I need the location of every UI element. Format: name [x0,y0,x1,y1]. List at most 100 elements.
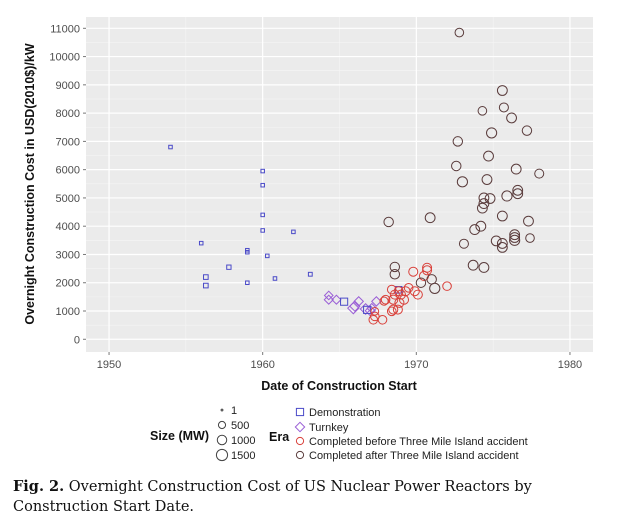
data-point-square [203,274,209,280]
data-point-circle [501,190,513,202]
legend-size-label: 1 [231,405,237,417]
data-point-circle [510,163,522,175]
x-tick-label: 1950 [97,359,121,371]
data-point-circle [451,160,462,172]
y-tick-label: 8000 [56,108,80,120]
data-point-circle [442,281,452,291]
y-tick-label: 1000 [56,306,80,318]
data-point-square [198,240,204,246]
data-point-square [245,280,250,285]
y-tick-label: 5000 [56,193,80,205]
x-tick-label: 1960 [250,359,274,371]
data-point-circle [534,168,545,179]
data-point-circle [394,297,405,308]
data-point-circle [429,282,441,294]
data-point-square [291,229,296,235]
data-point-circle [368,314,379,325]
data-point-circle [415,277,427,288]
legend-size-label: 1500 [231,450,255,462]
data-point-circle [422,265,433,276]
data-point-circle [475,220,487,232]
data-point-square [260,212,265,218]
legend-era-symbol-circle [295,436,305,446]
data-point-square [307,271,313,277]
data-point-circle [370,306,380,316]
data-point-circle [477,106,488,116]
data-point-diamond [323,290,334,301]
data-point-circle [377,314,388,325]
data-point-circle [392,304,403,315]
legend-size-label: 500 [231,420,249,432]
y-tick-label: 9000 [56,80,80,92]
legend-size-symbol [217,420,227,430]
data-point-circle [486,127,498,139]
data-point-circle [403,283,414,293]
data-point-circle [389,261,401,273]
scatter-chart: 1950 1960 1970 1980 0 1000 2000 3000 4000 5000 60… [23,17,593,462]
data-point-circle [481,174,493,185]
data-point-square [245,249,250,255]
y-tick-label: 10000 [49,52,80,64]
caption-label: Fig. 2. [13,478,65,495]
data-point-circle [467,259,479,271]
data-point-circle [409,286,420,297]
caption-text: Overnight Construction Cost of US Nuclea… [13,479,532,515]
data-point-square [203,282,209,289]
data-point-circle [388,304,399,315]
legend-size-symbol [220,408,224,412]
data-point-circle [386,284,397,295]
y-tick-label: 7000 [56,136,80,148]
data-point-circle [408,266,419,277]
data-point-circle [509,232,521,243]
data-point-circle [422,262,433,273]
y-tick-label: 6000 [56,165,80,177]
data-point-diamond [347,301,360,315]
data-point-circle [454,27,465,38]
data-point-circle [478,192,490,204]
data-point-circle [496,210,508,222]
data-point-circle [386,306,397,317]
x-axis-ticks: 1950 1960 1970 1980 [97,352,582,371]
data-point-circle [478,262,490,273]
data-point-circle [523,215,534,227]
data-point-square [168,144,173,150]
data-point-circle [412,289,423,300]
data-point-circle [490,235,502,247]
data-point-circle [380,294,391,305]
data-point-circle [498,102,509,113]
legend-size-symbol [216,434,228,446]
data-point-square [260,228,265,233]
legend-era-symbol-square [295,407,305,417]
data-point-circle [476,202,488,214]
y-tick-label: 0 [74,334,80,346]
data-point-circle [512,184,524,196]
data-point-circle [509,229,521,241]
y-tick-label: 2000 [56,278,80,290]
legend-size-label: 1000 [231,435,255,447]
data-point-square [260,168,265,174]
data-points [168,27,545,325]
data-point-circle [456,176,469,188]
legend-era-label: Demonstration [309,407,381,419]
data-point-square [260,182,265,188]
y-tick-label: 4000 [56,221,80,233]
legend-size-title: Size (MW) [150,429,209,443]
data-point-circle [512,188,524,200]
data-point-circle [496,238,508,249]
data-point-circle [483,150,494,162]
data-point-diamond [371,296,382,307]
y-tick-label: 11000 [50,23,80,35]
legend-era-label: Turnkey [309,422,349,434]
data-point-square [340,297,349,306]
data-point-diamond [331,294,342,305]
data-point-square [363,305,372,314]
data-point-circle [506,112,517,124]
y-axis-title: Overnight Construction Cost in USD(2010$… [23,43,37,324]
x-tick-label: 1970 [404,359,428,371]
data-point-circle [525,233,535,243]
data-point-circle [388,294,399,305]
y-axis-ticks: 0 1000 2000 3000 4000 5000 6000 7000 8000 9000 100… [49,23,86,346]
data-point-circle [379,296,389,306]
data-point-circle [424,212,436,224]
